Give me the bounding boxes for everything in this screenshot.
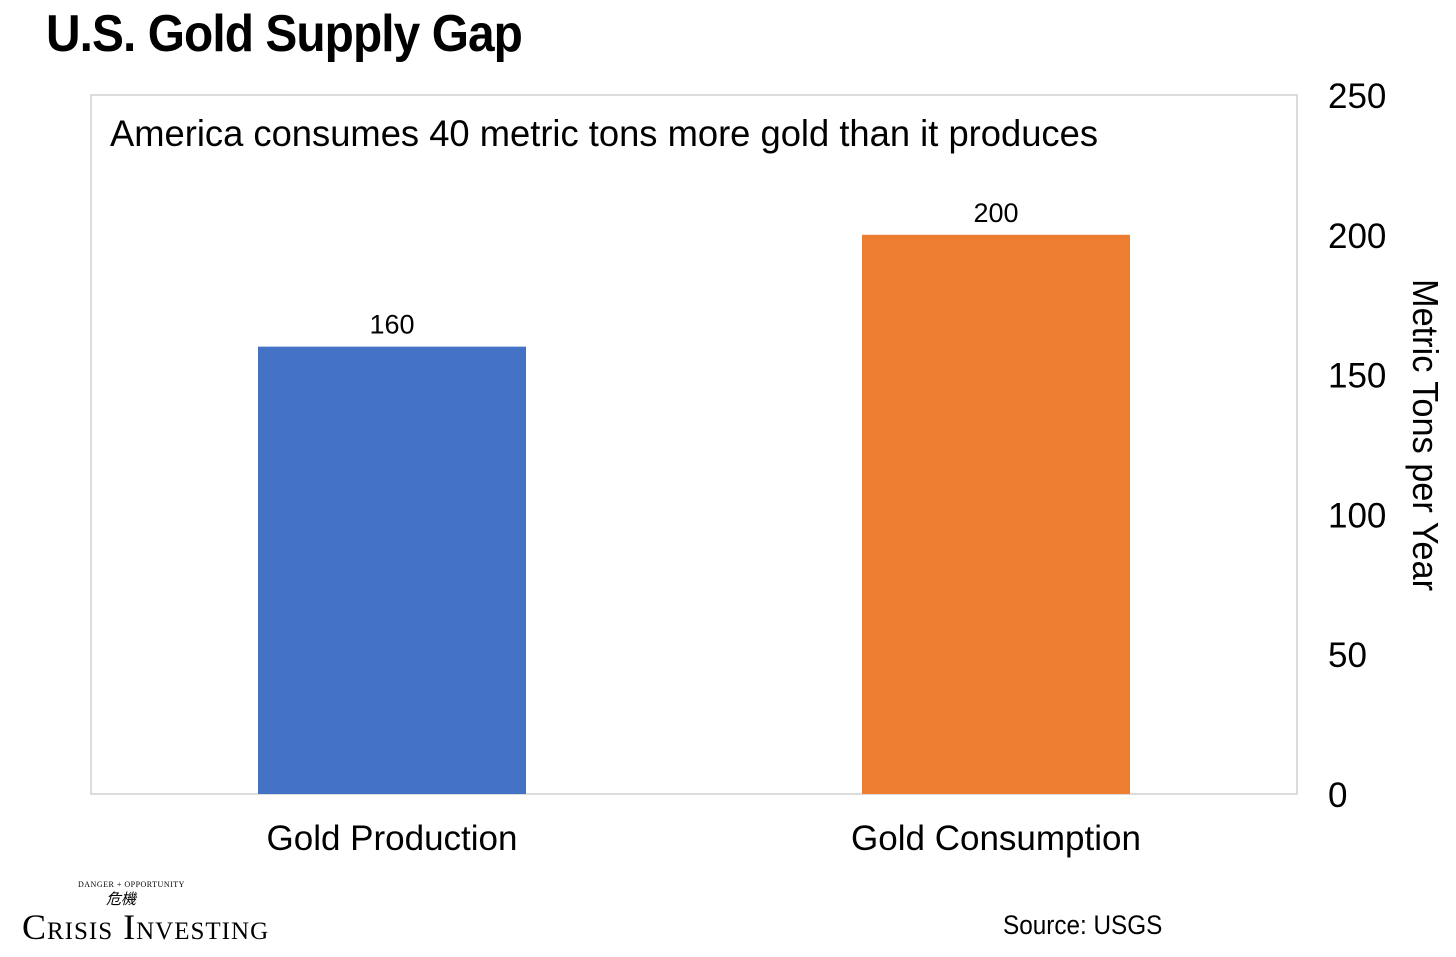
logo-arc-text: DANGER + OPPORTUNITY [78,880,185,889]
bar-gold-production [258,346,526,794]
logo-glyph: 危機 [106,892,137,908]
crisis-investing-logo: DANGER + OPPORTUNITY 危機 Crisis Investing [22,880,367,947]
x-tick-label-gold-production: Gold Production [267,819,518,858]
x-tick-label-gold-consumption: Gold Consumption [851,819,1141,858]
bar-gold-consumption [862,234,1130,795]
y-tick-label-150: 150 [1328,357,1386,396]
data-label-gold-production: 160 [369,310,414,340]
y-tick-label-0: 0 [1328,776,1347,815]
source-note: Source: USGS [1003,910,1163,940]
chart-title: America consumes 40 metric tons more gol… [110,113,1098,154]
logo-brand-text: Crisis Investing [22,907,270,947]
y-tick-label-250: 250 [1328,77,1386,116]
data-label-gold-consumption: 200 [973,198,1018,228]
y-tick-label-100: 100 [1328,496,1386,535]
y-axis-label: Metric Tons per Year [1405,279,1446,591]
page-title: U.S. Gold Supply Gap [46,5,523,63]
y-tick-label-50: 50 [1328,636,1367,675]
y-tick-label-200: 200 [1328,217,1386,256]
